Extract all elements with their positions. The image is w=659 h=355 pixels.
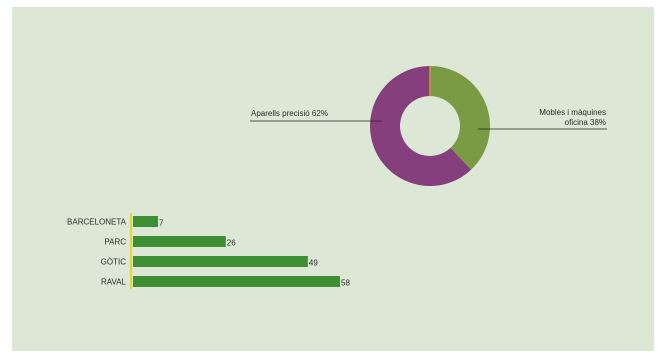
bar-barceloneta [133, 216, 158, 227]
donut-chart: Mobles i màquines oficina 38% Aparells pre… [250, 66, 607, 186]
donut-label-1: Aparells precisió 62% [251, 109, 328, 118]
donut-label-0: Mobles i màquines oficina 38% [539, 108, 606, 127]
chart-panel [12, 7, 654, 351]
bar-category-label: GÒTIC [101, 258, 127, 267]
bar-category-label: BARCELONETA [67, 218, 127, 227]
bar-category-label: PARC [104, 238, 126, 247]
bar-category-label: RAVAL [101, 278, 127, 287]
bar-value-label: 49 [309, 259, 318, 268]
bar-value-label: 26 [227, 239, 236, 248]
bar-value-label: 58 [341, 279, 350, 288]
bar-chart: BARCELONETA 7 PARC 26 GÒTIC 49 RAVAL 58 [67, 213, 350, 289]
bar-gòtic [133, 256, 308, 267]
bar-raval [133, 276, 340, 287]
donut-slice-1 [370, 66, 472, 186]
donut-slice-0 [430, 66, 490, 170]
bar-value-label: 7 [159, 219, 164, 228]
bar-parc [133, 236, 226, 247]
